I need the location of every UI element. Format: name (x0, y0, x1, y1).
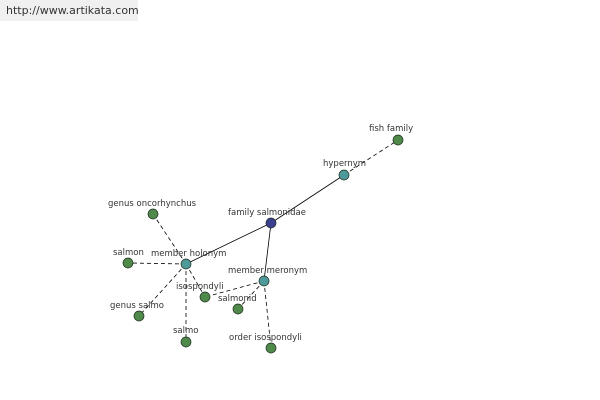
node-member-meronym[interactable] (258, 275, 270, 287)
edges-layer (127, 139, 399, 349)
label-member-holonym[interactable]: member holonym (151, 249, 226, 259)
node-genus-salmo[interactable] (133, 310, 145, 322)
url-link[interactable]: http://www.artikata.com (6, 4, 139, 17)
edge-member-holonym-to-isospondyli (185, 263, 206, 298)
edge-hypernym-to-fish-family (343, 139, 399, 176)
edge-member-meronym-to-salmonid (237, 280, 265, 310)
label-salmo[interactable]: salmo (173, 326, 198, 336)
node-family-salmonidae[interactable] (265, 217, 277, 229)
label-family-salmonidae[interactable]: family salmonidae (228, 208, 306, 218)
url-banner[interactable]: http://www.artikata.com (0, 0, 139, 21)
label-member-meronym[interactable]: member meronym (228, 266, 307, 276)
edge-member-holonym-to-salmon (127, 262, 187, 265)
node-member-holonym[interactable] (180, 258, 192, 270)
label-salmonid[interactable]: salmonid (218, 294, 257, 304)
node-order-isospondyli[interactable] (265, 342, 277, 354)
edge-family-salmonidae-to-member-holonym (185, 222, 272, 265)
node-salmon[interactable] (122, 257, 134, 269)
edge-member-holonym-to-genus-salmo (138, 263, 187, 317)
node-hypernym[interactable] (338, 169, 350, 181)
edge-family-salmonidae-to-hypernym (270, 174, 345, 224)
node-salmonid[interactable] (232, 303, 244, 315)
node-genus-oncorhynchus[interactable] (147, 208, 159, 220)
node-fish-family[interactable] (392, 134, 404, 146)
label-isospondyli[interactable]: isospondyli (176, 282, 224, 292)
label-genus-oncorhynchus[interactable]: genus oncorhynchus (108, 199, 197, 209)
label-fish-family[interactable]: fish family (369, 124, 413, 134)
label-genus-salmo[interactable]: genus salmo (110, 301, 164, 311)
label-hypernym[interactable]: hypernym (323, 159, 366, 169)
edge-member-meronym-to-order-isospondyli (263, 280, 272, 349)
edge-family-salmonidae-to-member-meronym (263, 222, 272, 282)
labels-layer: family salmonidae hypernym fish family memb… (108, 124, 413, 343)
node-salmo[interactable] (180, 336, 192, 348)
label-salmon[interactable]: salmon (113, 248, 144, 258)
nodes-layer (122, 134, 404, 354)
label-order-isospondyli[interactable]: order isospondyli (229, 333, 302, 343)
node-isospondyli[interactable] (199, 291, 211, 303)
edge-member-holonym-to-genus-oncorhynchus (152, 213, 187, 265)
edge-member-meronym-to-isospondyli (204, 280, 265, 298)
